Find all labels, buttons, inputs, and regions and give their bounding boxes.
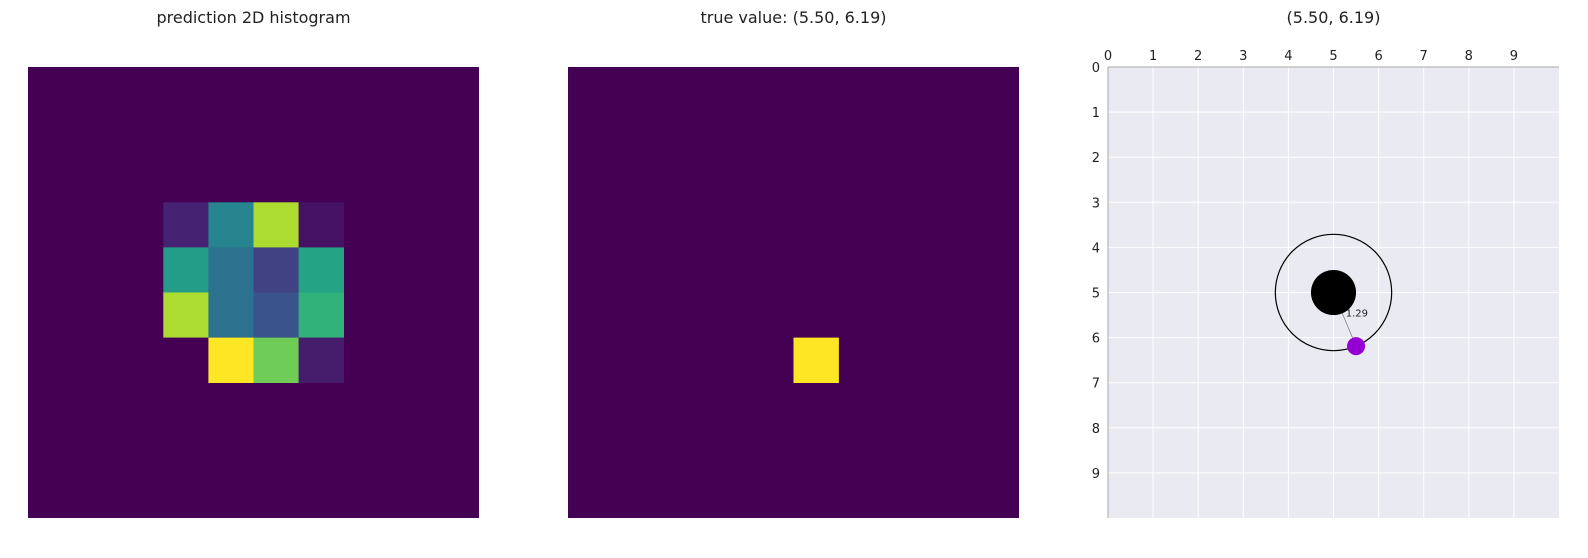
x-tick-label: 2 [1194,49,1202,64]
heatmap-cell [254,247,299,292]
y-tick-label: 8 [1092,422,1100,437]
heatmap-cell [299,247,344,292]
distance-scatter-plot: 0 1 2 3 4 5 6 7 8 9 0 1 2 3 4 5 6 7 8 9 1.29 [1092,49,1559,518]
heatmap-cell [208,202,253,247]
true-value-heatmap [568,67,1019,518]
heatmap-cell [299,338,344,383]
x-tick-label: 7 [1420,49,1428,64]
true-point [1347,337,1365,355]
heatmap-cell [794,338,839,383]
heatmap-background [568,67,1019,518]
heatmap-cell [163,247,208,292]
heatmap-cell [254,338,299,383]
y-tick-label: 7 [1092,377,1100,392]
x-tick-label: 1 [1149,49,1157,64]
x-tick-label: 3 [1239,49,1247,64]
x-tick-label: 8 [1465,49,1473,64]
heatmap-cell [208,247,253,292]
x-tick-label: 6 [1374,49,1382,64]
x-tick-label: 4 [1284,49,1292,64]
y-tick-label: 9 [1092,467,1100,482]
heatmap-cell [163,293,208,338]
heatmap-cell [163,338,208,383]
y-tick-label: 2 [1092,151,1100,166]
heatmap-cell [208,293,253,338]
x-tick-label: 9 [1510,49,1518,64]
heatmap-cell [163,202,208,247]
heatmap-cell [208,338,253,383]
y-tick-label: 0 [1092,61,1100,76]
heatmap-cell [299,202,344,247]
heatmap-cell [299,293,344,338]
heatmap-cell [254,293,299,338]
distance-label: 1.29 [1346,308,1368,319]
y-tick-label: 6 [1092,332,1100,347]
y-tick-label: 4 [1092,241,1100,256]
x-tick-label: 0 [1104,49,1112,64]
x-tick-label: 5 [1329,49,1337,64]
heatmap-cell [254,202,299,247]
y-tick-label: 3 [1092,196,1100,211]
y-tick-label: 5 [1092,287,1100,302]
y-tick-label: 1 [1092,106,1100,121]
prediction-histogram-heatmap [28,67,479,518]
